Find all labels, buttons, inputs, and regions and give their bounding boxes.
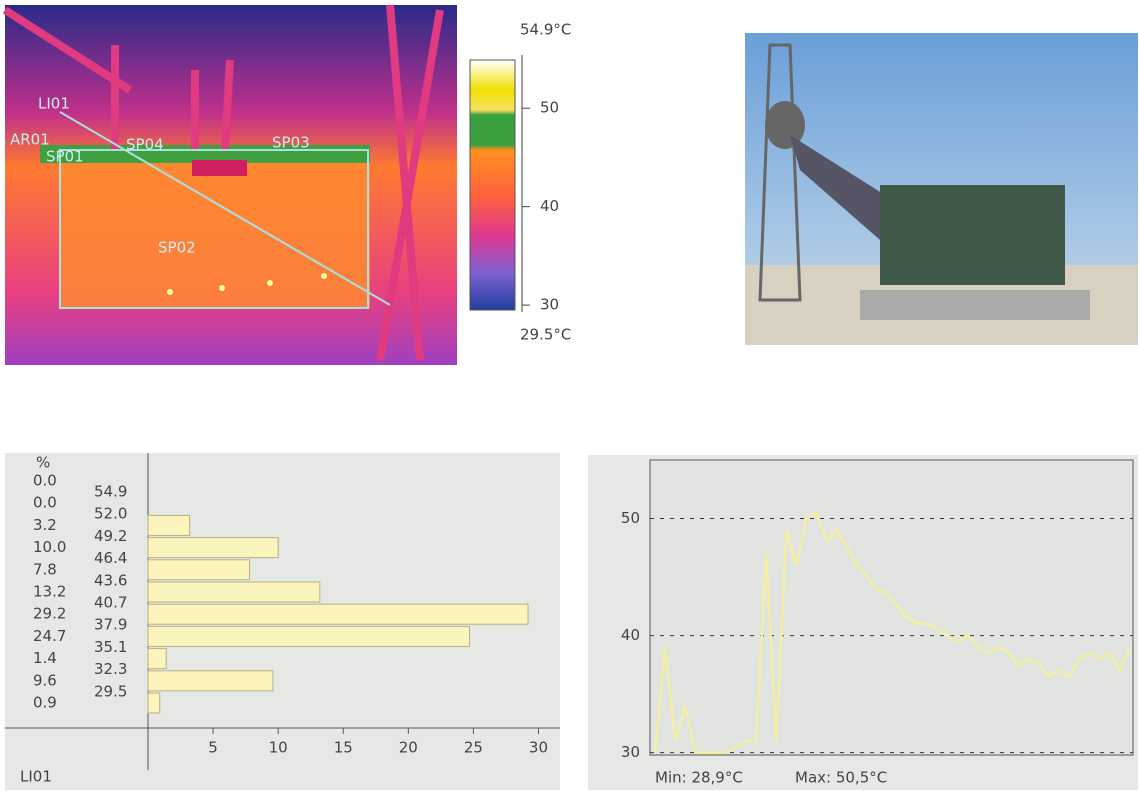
annotation: SP03 <box>272 134 310 152</box>
scale-tick-label: 30 <box>540 296 559 314</box>
value-label: 29.2 <box>33 605 66 623</box>
bin-label: 35.1 <box>94 638 127 656</box>
bar <box>148 626 469 646</box>
bar <box>148 538 278 558</box>
axis-label: % <box>36 454 50 472</box>
bar <box>148 671 273 691</box>
y-tick-label: 40 <box>621 626 640 644</box>
annotation: SP01 <box>46 148 84 166</box>
bin-label: 29.5 <box>94 682 127 700</box>
annotation: SP04 <box>126 136 164 154</box>
line-panel <box>588 455 1138 790</box>
bin-label: 40.7 <box>94 594 127 612</box>
bar <box>148 693 160 713</box>
scale-tick-label: 50 <box>540 99 559 117</box>
photo <box>745 33 1138 345</box>
thermal-image <box>5 5 457 365</box>
value-label: 10.0 <box>33 538 66 556</box>
value-label: 0.9 <box>33 694 57 712</box>
color-bar <box>470 60 515 310</box>
bin-label: 37.9 <box>94 616 127 634</box>
value-label: 13.2 <box>33 583 66 601</box>
scale-tick-label: 40 <box>540 197 559 215</box>
value-label: 3.2 <box>33 516 57 534</box>
bin-label: 46.4 <box>94 549 127 567</box>
annotation: LI01 <box>38 95 70 113</box>
screen: 54.9°C 29.5°C LI01 AR01SP01 SP04 SP03 SP02 30… <box>0 0 1139 794</box>
max-label: Max: 50,5°C <box>795 769 887 787</box>
bin-label: 49.2 <box>94 527 127 545</box>
value-label: 1.4 <box>33 649 57 667</box>
x-tick-label: 25 <box>464 739 483 757</box>
value-label: 9.6 <box>33 671 57 689</box>
footer: LI01 <box>20 768 52 786</box>
value-label: 0.0 <box>33 494 57 512</box>
x-tick-label: 20 <box>399 739 418 757</box>
scale-min: 29.5°C <box>520 326 571 344</box>
bar <box>148 560 250 580</box>
x-tick-label: 10 <box>269 739 288 757</box>
bin-label: 52.0 <box>94 505 127 523</box>
y-tick-label: 30 <box>621 743 640 761</box>
bar <box>148 604 528 624</box>
bar <box>148 649 166 669</box>
value-label: 0.0 <box>33 472 57 490</box>
bin-label: 54.9 <box>94 483 127 501</box>
annotation: AR01 <box>10 131 50 149</box>
bin-label: 43.6 <box>94 571 127 589</box>
bar <box>148 582 320 602</box>
page: 54.9°C 29.5°C LI01 AR01SP01 SP04 SP03 SP02 30… <box>0 0 1139 798</box>
bar <box>148 515 190 535</box>
value-label: 7.8 <box>33 560 57 578</box>
bin-label: 32.3 <box>94 660 127 678</box>
x-tick-label: 5 <box>208 739 218 757</box>
scale-max: 54.9°C <box>520 21 571 39</box>
x-tick-label: 15 <box>334 739 353 757</box>
x-tick-label: 30 <box>529 739 548 757</box>
min-label: Min: 28,9°C <box>655 769 743 787</box>
value-label: 24.7 <box>33 627 66 645</box>
annotation: SP02 <box>158 239 196 257</box>
y-tick-label: 50 <box>621 509 640 527</box>
